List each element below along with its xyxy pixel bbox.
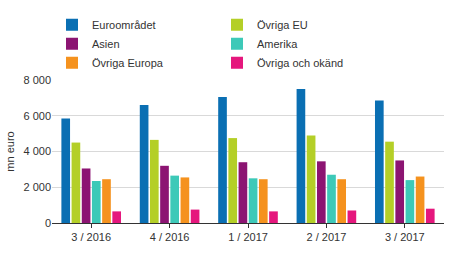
svg-text:3 / 2016: 3 / 2016	[71, 231, 111, 243]
svg-text:Amerika: Amerika	[257, 38, 298, 50]
svg-text:8 000: 8 000	[23, 74, 51, 86]
svg-text:4 / 2016: 4 / 2016	[150, 231, 190, 243]
svg-text:Övriga och okänd: Övriga och okänd	[257, 57, 343, 69]
svg-text:3 / 2017: 3 / 2017	[385, 231, 425, 243]
svg-text:2 000: 2 000	[23, 181, 51, 193]
svg-text:Övriga Europa: Övriga Europa	[92, 57, 164, 69]
svg-text:Asien: Asien	[92, 38, 120, 50]
svg-text:1 / 2017: 1 / 2017	[228, 231, 268, 243]
svg-text:Euroområdet: Euroområdet	[92, 19, 156, 31]
svg-text:mn euro: mn euro	[4, 131, 16, 171]
svg-text:0: 0	[45, 217, 51, 229]
svg-text:2 / 2017: 2 / 2017	[307, 231, 347, 243]
svg-text:6 000: 6 000	[23, 110, 51, 122]
svg-text:Övriga EU: Övriga EU	[257, 19, 308, 31]
svg-text:4 000: 4 000	[23, 145, 51, 157]
